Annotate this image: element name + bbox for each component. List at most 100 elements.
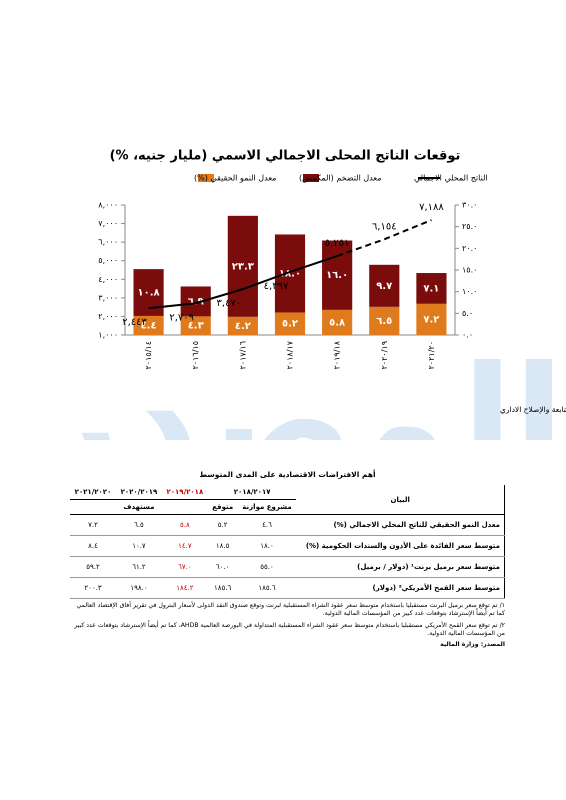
bar xyxy=(180,316,211,335)
y-tick-label: ١,٠٠٠ xyxy=(98,331,118,340)
table-cell: ٥٥.٠ xyxy=(237,556,297,578)
table-cell: ١٨.٠ xyxy=(237,535,297,557)
bar-label: ٢٣.٣ xyxy=(232,261,254,272)
bar-label: ٤.٢ xyxy=(235,321,251,332)
table-cell: ٦١.٢ xyxy=(115,556,162,578)
y2-tick-label: ٢٠.٠ xyxy=(462,244,477,253)
y-tick-label: ٥,٠٠٠ xyxy=(98,256,118,265)
table-body: معدل النمو الحقيقي للناتج المحلي الاجمال… xyxy=(70,514,506,599)
y-tick-label: ٧,٠٠٠ xyxy=(98,219,118,228)
chart-title: توقعات الناتج المحلى الاجمالي الاسمي (مل… xyxy=(110,149,461,164)
bar xyxy=(416,273,447,304)
bar xyxy=(180,286,211,317)
table-cell: ٦.٥ xyxy=(115,514,162,536)
x-tick-label: ٢٠٢١/٢٠ xyxy=(427,341,436,369)
line-label: ٧,١٨٨ xyxy=(419,202,444,213)
table-cell: ٤.٦ xyxy=(237,514,297,536)
header-cell: البيان xyxy=(296,485,506,515)
legend-label: معدل التضخم (المكمش) xyxy=(299,174,382,183)
line xyxy=(148,255,338,310)
bar xyxy=(227,215,258,317)
bar-label: ٤.٣ xyxy=(188,321,204,332)
table-row: متوسط سعر الفائدة على الأذون والسندات ال… xyxy=(70,535,506,557)
y-tick-label: ٦,٠٠٠ xyxy=(98,238,118,247)
bar-label: ٧.٢ xyxy=(423,314,439,325)
table: البيان ٢٠١٨/٢٠١٧ ٢٠١٩/٢٠١٨ ٢٠٢٠/٢٠١٩ ٢٠٢… xyxy=(70,485,506,599)
line-label: ٥,٢٥١ xyxy=(325,238,350,249)
row-label: معدل النمو الحقيقي للناتج المحلي الاجمال… xyxy=(296,514,506,536)
legend-swatch xyxy=(303,174,319,182)
table-cell: ٢٠٠.٣ xyxy=(70,577,116,599)
bar-label: ١٠.٨ xyxy=(138,288,160,299)
header-cell: ٢٠٢١/٢٠٢٠ xyxy=(70,485,116,500)
y2-tick-label: ١٠.٠ xyxy=(462,287,477,296)
x-tick-label: ٢٠٢٠/١٩ xyxy=(380,341,389,369)
line-label: ٢,٤٤٣ xyxy=(122,317,147,328)
header-cell: ٢٠٢٠/٢٠١٩ xyxy=(115,485,162,500)
bar xyxy=(133,315,164,335)
subheader-cell: مستهدف xyxy=(70,499,208,515)
source: المصدر: وزارة المالية xyxy=(440,641,505,649)
y2-tick-label: ٣٠.٠ xyxy=(462,201,477,210)
bar-label: ١٦.٠ xyxy=(326,270,348,281)
bar xyxy=(322,309,353,335)
footnote: ١/ تم توقع سعر برميل البرنت مستقبليا باس… xyxy=(76,602,505,618)
chart-source: المصدر: تقديرات أولية سيتم مراجعتها وتدق… xyxy=(500,404,566,414)
bar xyxy=(416,303,447,335)
table-cell: ١٤.٧ xyxy=(161,535,208,557)
table-cell: ١٨٤.٢ xyxy=(161,577,208,599)
bar xyxy=(369,264,400,307)
line-label: ٦,١٥٤ xyxy=(372,221,397,232)
bar-label: ٦.٩ xyxy=(188,296,204,307)
row-label: متوسط سعر الفائدة على الأذون والسندات ال… xyxy=(296,535,506,557)
watermark: المصدر xyxy=(28,335,564,440)
subheader-cell: متوقع xyxy=(207,499,238,515)
y-tick-label: ٤,٠٠٠ xyxy=(98,275,118,284)
bar-label: ٥.٨ xyxy=(329,317,345,328)
table-title: أهم الافتراضات الاقتصادية على المدى المت… xyxy=(199,470,376,479)
bar xyxy=(369,306,400,335)
table-row: متوسط سعر برميل برنت¹ (دولار / برميل) ٥٥.… xyxy=(70,556,506,578)
row-label: متوسط سعر القمح الأمريكي² (دولار) xyxy=(296,577,506,599)
bar-label: ١٨.٠ xyxy=(279,268,301,279)
y2-tick-label: ٠.٠ xyxy=(462,331,473,340)
y-tick-label: ٨,٠٠٠ xyxy=(98,201,118,210)
document: أهم الافتراضات الاقتصادية على المدى المت… xyxy=(70,470,506,650)
line-label: ٣,٤٧٠ xyxy=(217,298,242,309)
x-tick-label: ٢٠١٦/١٥ xyxy=(191,341,200,369)
table-cell: ٨.٤ xyxy=(70,535,116,557)
legend-label: معدل النمو الحقيقي (%) xyxy=(194,174,276,183)
subheader-cell: مشروع موازنة xyxy=(237,499,297,515)
bar xyxy=(274,312,306,335)
y2-tick-label: ٥.٠ xyxy=(462,309,473,318)
table-cell: ٥.٢ xyxy=(207,514,238,536)
chart: المصدر توقعات الناتج المحلى الاجمالي الا… xyxy=(28,149,566,441)
y2-tick-label: ٢٥.٠ xyxy=(462,222,477,231)
table-row: متوسط سعر القمح الأمريكي² (دولار) ١٨٥.٦ ١٨… xyxy=(70,577,506,599)
header-cell: ٢٠١٩/٢٠١٨ xyxy=(161,485,208,500)
y-tick-label: ٢,٠٠٠ xyxy=(98,312,118,321)
x-tick-label: ٢٠١٥/١٤ xyxy=(144,341,153,369)
line-label: ٤,٣٩٧ xyxy=(264,281,289,292)
y2-tick-label: ١٥.٠ xyxy=(462,266,477,275)
line-label: ٢,٧٠٩ xyxy=(169,312,194,323)
table-cell: ١٨٥.٦ xyxy=(237,577,297,599)
bar-label: ٦.٥ xyxy=(376,316,392,327)
table-cell: ٦٠.٠ xyxy=(207,556,238,578)
x-tick-label: ٢٠١٨/١٧ xyxy=(286,340,295,369)
header-cell: ٢٠١٨/٢٠١٧ xyxy=(207,485,297,500)
table-cell: ٦٧.٠ xyxy=(161,556,208,578)
table-cell: ٥٩.٢ xyxy=(70,556,116,578)
legend-swatch xyxy=(198,174,214,182)
table-cell: ١٨٥.٦ xyxy=(207,577,238,599)
bar xyxy=(274,234,306,313)
bar-label: ٥.٢ xyxy=(282,319,298,330)
table-cell: ٧.٢ xyxy=(70,514,116,536)
bar xyxy=(227,316,258,335)
x-tick-label: ٢٠١٩/١٨ xyxy=(333,340,342,369)
bar-label: ٤.٤ xyxy=(141,320,157,331)
legend-label: الناتج المحلي الاجمالي xyxy=(414,174,488,183)
line-projected xyxy=(336,219,432,257)
table-cell: ٥.٨ xyxy=(161,514,208,536)
